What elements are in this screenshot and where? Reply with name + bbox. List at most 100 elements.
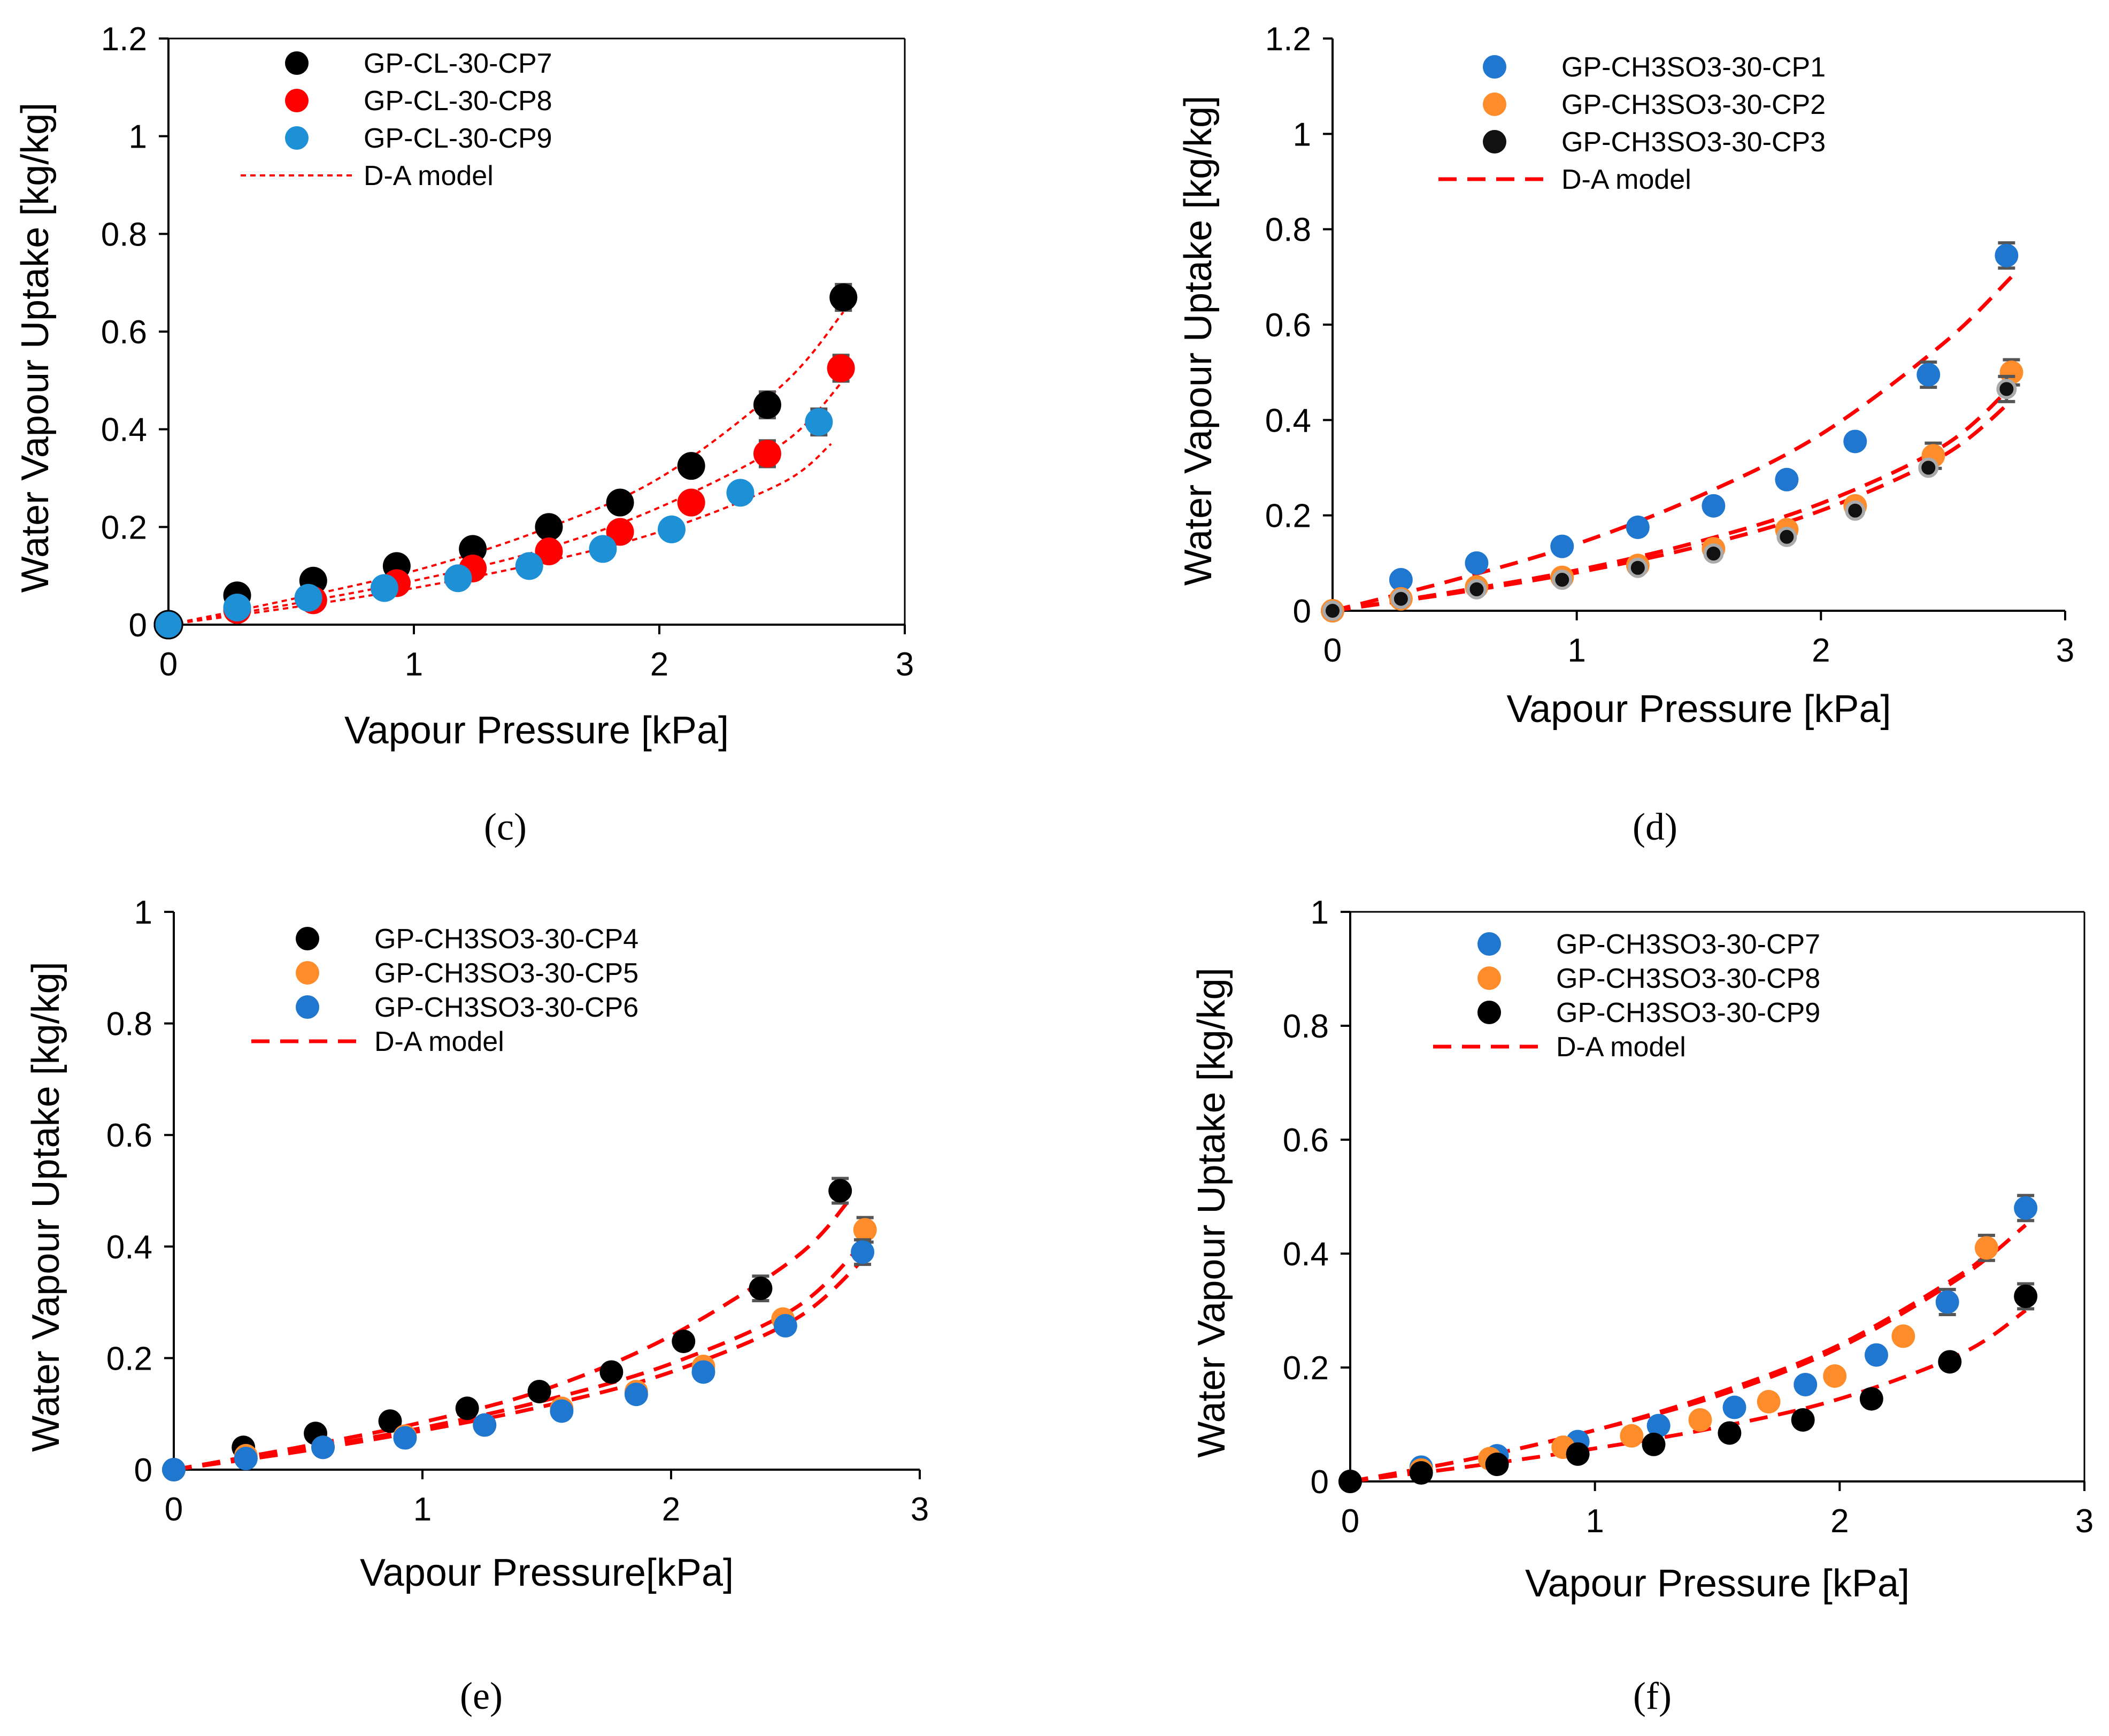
x-tick-label: 3 (2056, 632, 2074, 669)
x-axis-title: Vapour Pressure [kPa] (1506, 688, 1891, 731)
data-point (223, 594, 251, 622)
y-tick-label: 0.4 (106, 1229, 152, 1266)
data-point (753, 391, 781, 419)
data-point (677, 452, 705, 480)
x-tick-label: 0 (159, 646, 178, 683)
legend-label: GP-CH3SO3-30-CP1 (1561, 52, 1826, 83)
legend-label: GP-CH3SO3-30-CP8 (1556, 963, 1820, 994)
data-point (444, 564, 472, 593)
model-curve (1332, 275, 2013, 613)
data-point (853, 1218, 877, 1242)
y-tick-label: 0.2 (101, 509, 147, 546)
data-point (1859, 1387, 1883, 1411)
data-point (535, 513, 563, 541)
data-point (691, 1360, 715, 1384)
data-point (1935, 1290, 1959, 1314)
x-tick-label: 1 (1585, 1503, 1604, 1540)
y-tick-label: 1 (1311, 894, 1329, 931)
panel-f: 0 0.2 0.4 0.6 0.8 1 0 1 2 3 Vapour Pressure [kPa] W… (1190, 894, 2093, 1717)
legend-label: GP-CH3SO3-30-CP3 (1561, 127, 1826, 158)
data-point (1794, 1372, 1818, 1396)
panel-c: 0 0.2 0.4 0.6 0.8 1 1.2 0 1 2 3 Vapour Pressure [kP… (14, 21, 914, 848)
x-tick-label: 2 (662, 1491, 680, 1528)
data-point (1776, 526, 1797, 547)
legend-label: GP-CH3SO3-30-CP2 (1561, 89, 1826, 120)
y-tick-label: 0.6 (101, 314, 147, 351)
x-tick-label: 0 (1341, 1503, 1359, 1540)
y-tick-label: 1.2 (101, 21, 147, 58)
data-point (1620, 1424, 1644, 1448)
data-point (1389, 568, 1413, 592)
y-tick-label: 1.2 (1265, 21, 1311, 58)
y-tick-label: 0.4 (1265, 402, 1311, 439)
data-point (672, 1330, 696, 1354)
data-point (1409, 1461, 1433, 1485)
x-axis-title: Vapour Pressure [kPa] (1525, 1562, 1910, 1605)
panel-d: 0 0.2 0.4 0.6 0.8 1 1.2 0 1 2 3 Vapour Pressure [kP… (1177, 21, 2074, 848)
legend-marker (296, 927, 319, 950)
data-point (753, 440, 781, 468)
x-tick-label: 1 (1567, 632, 1585, 669)
y-tick-label: 0.6 (1283, 1122, 1329, 1159)
legend-marker (1477, 932, 1501, 956)
legend-marker (1477, 1001, 1501, 1024)
data-point (1757, 1389, 1781, 1414)
legend-marker (1483, 130, 1506, 153)
data-point (527, 1379, 551, 1403)
data-point (378, 1409, 402, 1433)
x-tick-label: 0 (165, 1491, 183, 1528)
data-point (599, 1360, 624, 1384)
data-point (1627, 557, 1648, 578)
y-tick-label: 0 (1293, 593, 1311, 630)
legend-label: GP-CH3SO3-30-CP9 (1556, 997, 1820, 1028)
legend-marker (296, 995, 319, 1019)
legend-label: GP-CH3SO3-30-CP6 (374, 992, 638, 1023)
data-point (1646, 1414, 1671, 1438)
y-axis-title: Water Vapour Uptake [kg/kg] (1177, 96, 1220, 586)
data-point (1845, 500, 1866, 521)
data-point (153, 610, 183, 640)
data-point (455, 1396, 479, 1420)
legend-label: D-A model (1556, 1032, 1686, 1063)
data-point (1703, 543, 1724, 564)
data-point (1938, 1350, 1962, 1374)
data-point (1322, 601, 1343, 621)
x-tick-label: 1 (413, 1491, 432, 1528)
legend-label: GP-CL-30-CP7 (364, 48, 552, 79)
data-point (1918, 457, 1939, 478)
x-axis-title: Vapour Pressure[kPa] (360, 1551, 734, 1594)
y-tick-label: 0 (134, 1452, 152, 1489)
legend-marker (1483, 55, 1506, 79)
data-point (1566, 1442, 1590, 1466)
data-point (749, 1277, 773, 1301)
y-tick-label: 0.8 (1283, 1008, 1329, 1045)
data-point (1775, 467, 1799, 491)
data-point (1843, 429, 1867, 454)
y-tick-label: 0.8 (106, 1006, 152, 1043)
model-curve (1350, 1224, 2027, 1484)
data-point (851, 1240, 875, 1264)
y-tick-label: 1 (129, 119, 147, 156)
data-point (370, 574, 398, 602)
data-point (2014, 1284, 2038, 1308)
y-tick-label: 0.2 (1283, 1350, 1329, 1387)
data-point (677, 488, 705, 517)
x-tick-label: 3 (2075, 1503, 2093, 1540)
y-tick-label: 0.2 (106, 1340, 152, 1377)
legend-marker (1477, 966, 1501, 990)
data-point (311, 1435, 335, 1460)
model-curve (1350, 1246, 1993, 1484)
legend-label: GP-CL-30-CP8 (364, 86, 552, 117)
data-point (535, 537, 563, 565)
data-point (1722, 1395, 1746, 1419)
y-tick-label: 0.2 (1265, 498, 1311, 535)
legend-marker (285, 89, 309, 112)
panel-label: (d) (1633, 805, 1677, 848)
data-point (294, 583, 322, 612)
data-point (1338, 1470, 1362, 1493)
data-point (589, 535, 617, 563)
data-point (1996, 379, 2017, 400)
y-tick-label: 1 (134, 894, 152, 931)
model-curve (1332, 399, 2013, 613)
